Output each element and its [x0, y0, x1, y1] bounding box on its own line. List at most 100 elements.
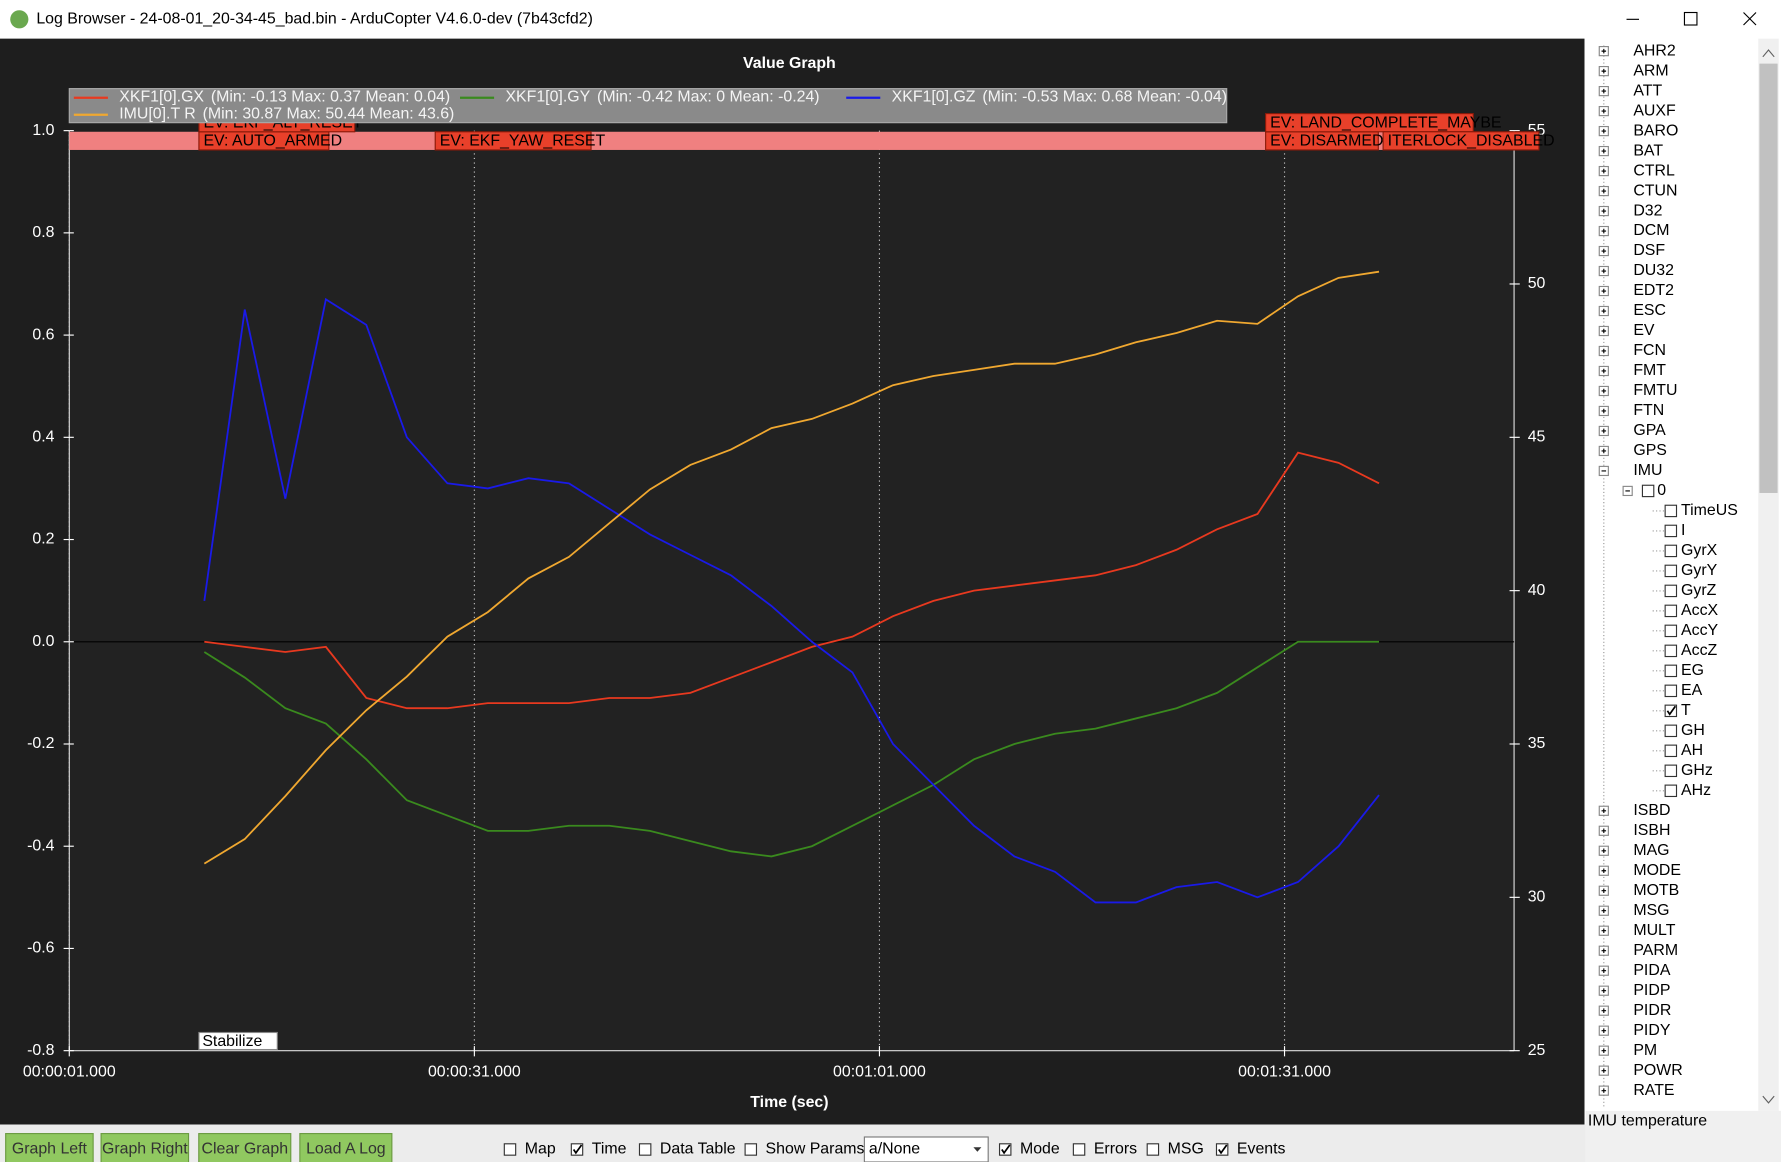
tree-item[interactable]: TimeUS: [1681, 502, 1738, 519]
tree-item[interactable]: ISBD: [1633, 802, 1670, 819]
tree-item[interactable]: IMU: [1633, 462, 1662, 479]
tree-item[interactable]: BARO: [1633, 122, 1678, 139]
maximize-button[interactable]: [1683, 11, 1698, 26]
tree-checkbox[interactable]: [1664, 524, 1678, 538]
tree-item[interactable]: I: [1681, 522, 1685, 539]
tree-item[interactable]: AHR2: [1633, 42, 1676, 59]
toolbar-button[interactable]: [299, 1133, 393, 1162]
tree-item[interactable]: FCN: [1633, 342, 1666, 359]
tree-item[interactable]: D32: [1633, 202, 1662, 219]
tree-item[interactable]: AccY: [1681, 622, 1718, 639]
toolbar-checkbox-label[interactable]: Time: [592, 1141, 627, 1158]
tree-checkbox[interactable]: [1664, 564, 1678, 578]
tree-checkbox[interactable]: [1641, 484, 1655, 498]
tree-item[interactable]: 0: [1657, 482, 1666, 499]
toolbar-button-label[interactable]: Graph Left: [12, 1141, 88, 1158]
close-button[interactable]: [1743, 12, 1757, 26]
tree-item[interactable]: GPS: [1633, 442, 1667, 459]
toolbar-button[interactable]: [100, 1133, 190, 1162]
toolbar-checkbox-label[interactable]: Data Table: [660, 1141, 736, 1158]
toolbar-checkbox[interactable]: [998, 1143, 1012, 1156]
dropdown-value[interactable]: a/None: [869, 1141, 920, 1158]
tree-checkbox[interactable]: [1664, 684, 1678, 698]
tree-checkbox[interactable]: [1664, 544, 1678, 558]
tree-expander-sign: [1601, 88, 1607, 94]
x-axis-label: Time (sec): [750, 1094, 828, 1111]
tree-item[interactable]: GyrY: [1681, 562, 1718, 579]
tree-item[interactable]: AHz: [1681, 782, 1711, 799]
tree-item[interactable]: AccZ: [1681, 642, 1717, 659]
tree-item[interactable]: ATT: [1633, 82, 1662, 99]
toolbar-checkbox[interactable]: [1215, 1143, 1229, 1156]
tree-checkbox[interactable]: [1664, 744, 1678, 758]
tree-item[interactable]: RATE: [1633, 1082, 1674, 1099]
tree-item[interactable]: ISBH: [1633, 822, 1670, 839]
tree-item[interactable]: DU32: [1633, 262, 1674, 279]
tree-item[interactable]: GyrZ: [1681, 582, 1717, 599]
tree-item[interactable]: AccX: [1681, 602, 1718, 619]
toolbar-button-label[interactable]: Graph Right: [102, 1141, 188, 1158]
tree-item[interactable]: FMTU: [1633, 382, 1677, 399]
tree-checkbox[interactable]: [1664, 784, 1678, 798]
scrollbar-thumb[interactable]: [1759, 63, 1778, 493]
tree-item[interactable]: EDT2: [1633, 282, 1674, 299]
tree-checkbox[interactable]: [1664, 664, 1678, 678]
tree-item[interactable]: ARM: [1633, 62, 1668, 79]
toolbar-button[interactable]: [198, 1133, 292, 1162]
tree-item[interactable]: MAG: [1633, 842, 1669, 859]
toolbar-checkbox-label[interactable]: Events: [1237, 1141, 1286, 1158]
tree-item[interactable]: GPA: [1633, 422, 1666, 439]
tree-item[interactable]: FTN: [1633, 402, 1664, 419]
tree-item[interactable]: PIDA: [1633, 962, 1670, 979]
toolbar-checkbox[interactable]: [570, 1143, 584, 1156]
tree-item[interactable]: AH: [1681, 742, 1703, 759]
toolbar-checkbox-label[interactable]: Mode: [1020, 1141, 1060, 1158]
tree-item[interactable]: DSF: [1633, 242, 1665, 259]
tree-checkbox[interactable]: [1664, 504, 1678, 518]
toolbar-button-label[interactable]: Load A Log: [306, 1141, 386, 1158]
tree-item[interactable]: AUXF: [1633, 102, 1676, 119]
tree-checkbox[interactable]: [1664, 704, 1678, 718]
toolbar-checkbox-label[interactable]: Show Params: [766, 1141, 865, 1158]
tree-item[interactable]: BAT: [1633, 142, 1663, 159]
scroll-arrows[interactable]: [1762, 49, 1775, 1104]
tree-item[interactable]: CTUN: [1633, 182, 1677, 199]
toolbar-button[interactable]: [5, 1133, 94, 1162]
tree-item[interactable]: GHz: [1681, 762, 1713, 779]
tree-checkbox[interactable]: [1664, 584, 1678, 598]
tree-item[interactable]: EV: [1633, 322, 1655, 339]
tree-item[interactable]: DCM: [1633, 222, 1669, 239]
tree-item[interactable]: PARM: [1633, 942, 1678, 959]
tree-item[interactable]: EA: [1681, 682, 1703, 699]
toolbar-checkbox-label[interactable]: Map: [525, 1141, 556, 1158]
tree-item[interactable]: CTRL: [1633, 162, 1675, 179]
tree-item[interactable]: T: [1681, 702, 1691, 719]
tree-checkbox[interactable]: [1664, 644, 1678, 658]
toolbar-checkbox[interactable]: [638, 1143, 652, 1156]
tree-item[interactable]: MODE: [1633, 862, 1681, 879]
toolbar-checkbox[interactable]: [503, 1143, 517, 1156]
tree-item[interactable]: MOTB: [1633, 882, 1679, 899]
toolbar-checkbox[interactable]: [1146, 1143, 1160, 1156]
tree-item[interactable]: FMT: [1633, 362, 1666, 379]
tree-item[interactable]: ESC: [1633, 302, 1666, 319]
tree-item[interactable]: PM: [1633, 1042, 1657, 1059]
toolbar-checkbox[interactable]: [1072, 1143, 1086, 1156]
tree-item[interactable]: GyrX: [1681, 542, 1718, 559]
tree-item[interactable]: MSG: [1633, 902, 1669, 919]
tree-checkbox[interactable]: [1664, 604, 1678, 618]
toolbar-checkbox-label[interactable]: Errors: [1094, 1141, 1137, 1158]
tree-checkbox[interactable]: [1664, 624, 1678, 638]
tree-item[interactable]: PIDR: [1633, 1002, 1671, 1019]
tree-item[interactable]: POWR: [1633, 1062, 1682, 1079]
tree-item[interactable]: EG: [1681, 662, 1704, 679]
tree-checkbox[interactable]: [1664, 724, 1678, 738]
toolbar-checkbox-label[interactable]: MSG: [1168, 1141, 1204, 1158]
tree-item[interactable]: GH: [1681, 722, 1705, 739]
tree-item[interactable]: MULT: [1633, 922, 1675, 939]
tree-item[interactable]: PIDY: [1633, 1022, 1670, 1039]
toolbar-checkbox[interactable]: [744, 1143, 758, 1156]
tree-item[interactable]: PIDP: [1633, 982, 1670, 999]
tree-checkbox[interactable]: [1664, 764, 1678, 778]
toolbar-button-label[interactable]: Clear Graph: [201, 1141, 288, 1158]
